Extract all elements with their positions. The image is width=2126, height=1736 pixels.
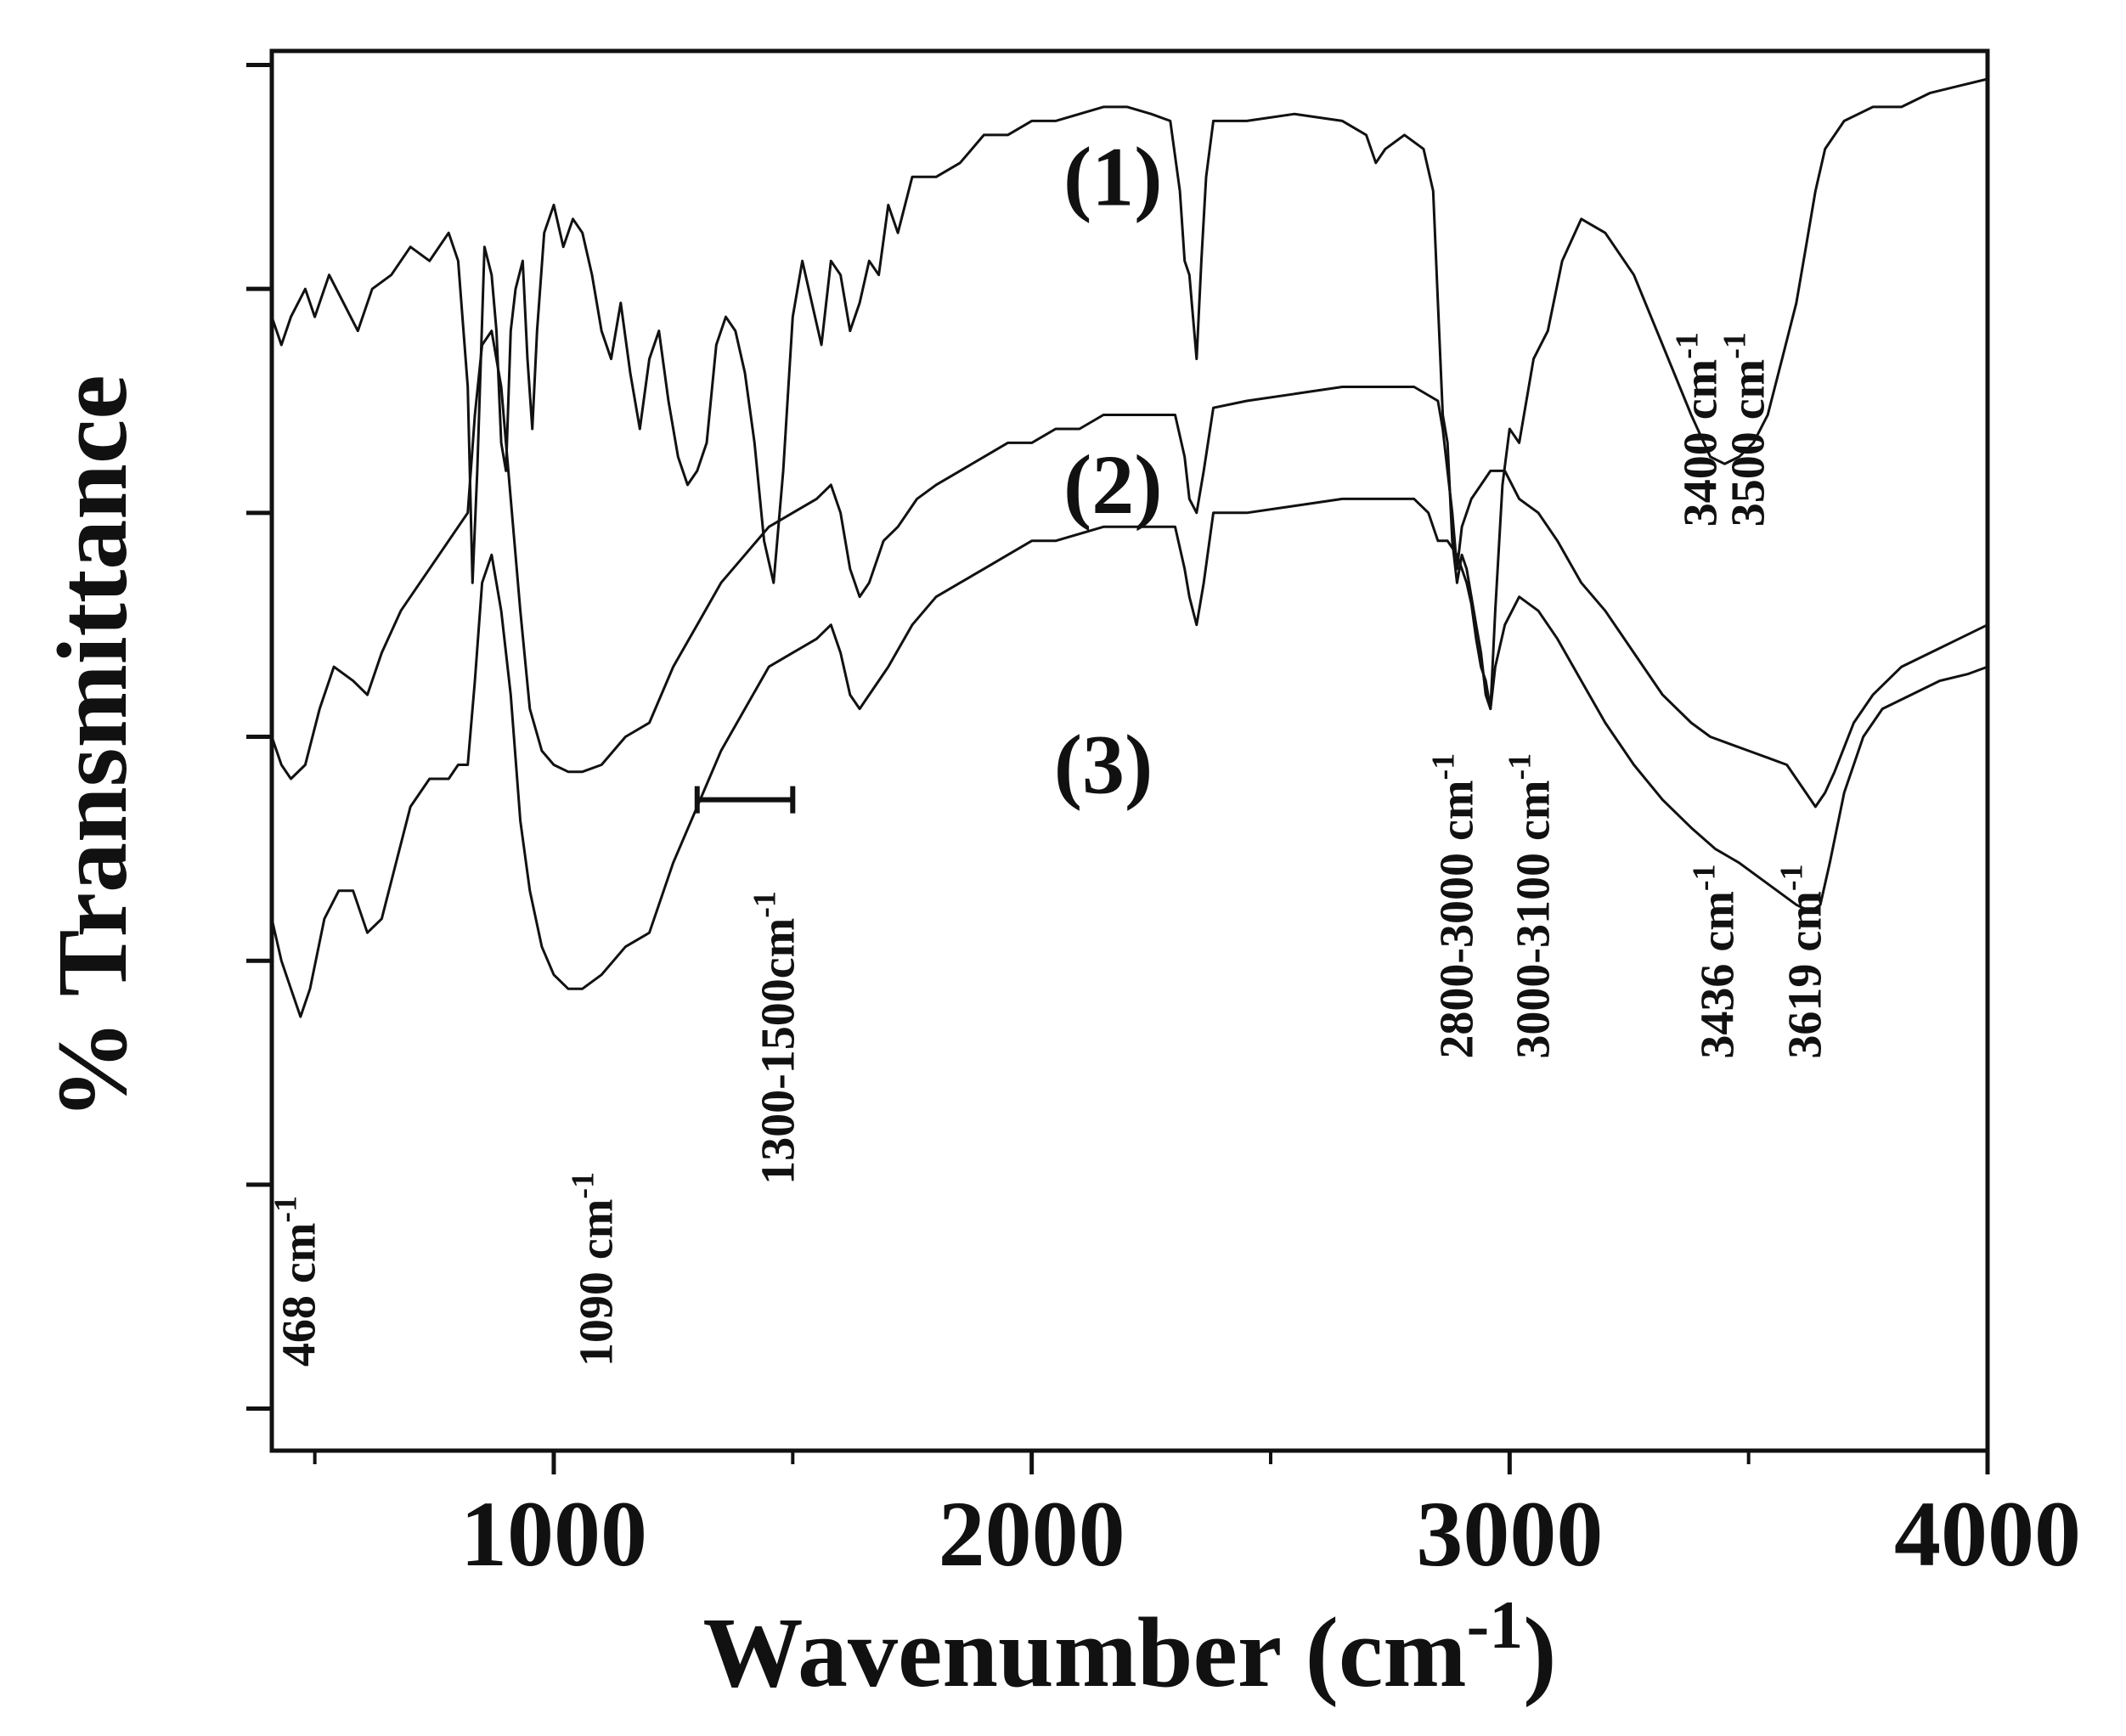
x-tick-label-3: 4000 xyxy=(1894,1482,2081,1586)
y-axis-title: % Transmittance xyxy=(37,375,148,1119)
x-axis-title: Wavenumber (cm-1) xyxy=(702,1588,1556,1708)
peak-annotation-4: 3000-3100 cm-1 xyxy=(1503,753,1560,1059)
series-label-3: (3) xyxy=(1054,717,1153,811)
peak-annotation-6: 3619 cm-1 xyxy=(1774,864,1832,1058)
x-tick-label-1: 2000 xyxy=(939,1482,1125,1586)
axis-ticks: 1000 2000 3000 4000 xyxy=(246,62,2081,1586)
series-label-2: (2) xyxy=(1063,437,1163,532)
peak-annotation-2: 1300-1500cm-1 xyxy=(747,891,804,1185)
x-tick-label-0: 1000 xyxy=(460,1482,647,1586)
series-layer: (1) (2) (3) xyxy=(270,77,1988,1018)
series-line-1 xyxy=(270,77,1988,711)
peak-annotation-1: 1090 cm-1 xyxy=(566,1172,623,1367)
plot-frame xyxy=(269,48,1990,1453)
peak-annotation-0: 468 cm-1 xyxy=(268,1196,326,1367)
series-label-1: (1) xyxy=(1063,129,1163,223)
peak-annotation-8: 3500 cm-1 xyxy=(1717,332,1775,527)
series-line-2 xyxy=(270,330,1988,809)
peak-annotation-5: 3436 cm-1 xyxy=(1687,864,1745,1058)
x-tick-label-2: 3000 xyxy=(1416,1482,1603,1586)
range-marker-1300-1500 xyxy=(694,786,796,814)
series-line-3 xyxy=(270,497,1988,1018)
peak-annotation-3: 2800-3000 cm-1 xyxy=(1425,753,1483,1059)
annotation-layer: 468 cm-1 1090 cm-1 1300-1500cm-1 2800-3000 … xyxy=(268,332,1832,1367)
peak-annotation-7: 3400 cm-1 xyxy=(1669,332,1727,527)
